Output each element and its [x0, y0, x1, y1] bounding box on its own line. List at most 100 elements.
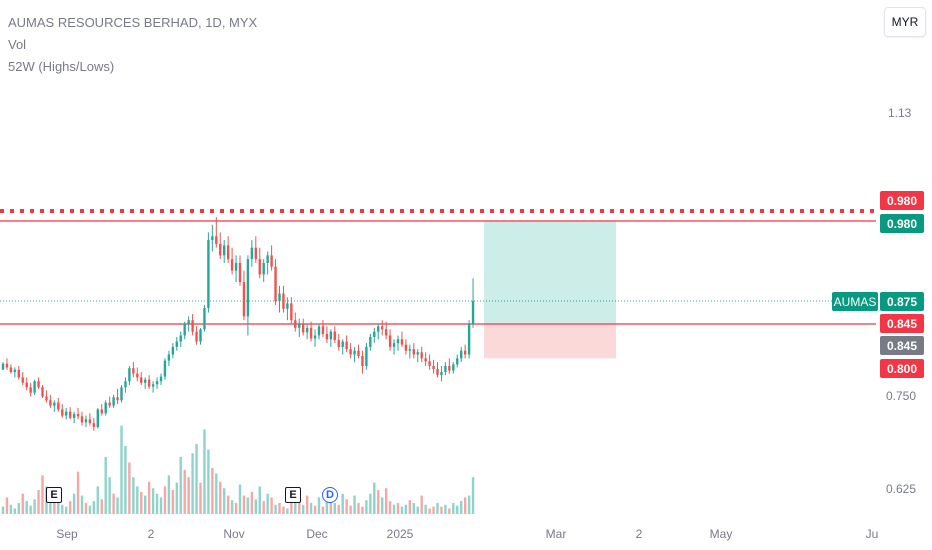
chart-title: AUMAS RESOURCES BERHAD, 1D, MYX [8, 15, 258, 30]
candle-body [179, 335, 182, 342]
earnings-marker[interactable]: E [285, 487, 301, 503]
candle-body [49, 400, 52, 406]
candle-body [128, 368, 131, 382]
volume-bar [108, 477, 111, 514]
volume-bar [96, 486, 99, 514]
volume-bar [373, 482, 376, 514]
candle-body [392, 343, 396, 347]
candle-body [61, 409, 64, 416]
candle-body [25, 382, 28, 388]
candle-body [132, 368, 135, 374]
volume-bar [471, 477, 475, 514]
candle-body [250, 247, 254, 260]
volume-bar [80, 495, 84, 514]
indicator-52w[interactable]: 52W (Highs/Lows) [8, 59, 115, 74]
volume-bar [305, 495, 309, 514]
volume-bar [9, 504, 13, 514]
candle-body [136, 373, 139, 378]
candle-body [151, 384, 155, 387]
volume-bar [17, 502, 20, 514]
volume-bar [167, 475, 171, 514]
candle-body [333, 331, 336, 341]
candle-body [290, 303, 293, 321]
candle-body [302, 324, 305, 333]
candle-body [219, 243, 222, 256]
volume-bar [151, 488, 155, 514]
volume-bar [88, 505, 92, 514]
volume-bar [460, 501, 463, 514]
candle-body [353, 350, 356, 355]
candle-body [329, 331, 333, 340]
volume-bar [436, 502, 439, 514]
candle-body [278, 293, 281, 302]
candle-body [298, 324, 301, 328]
volume-bar [396, 502, 400, 514]
volume-bar [242, 495, 246, 514]
volume-bar [313, 505, 317, 514]
candle-body [215, 236, 218, 244]
candle-body [203, 307, 206, 330]
candle-body [207, 240, 210, 308]
candle-body [369, 336, 372, 347]
volume-bar [72, 493, 76, 514]
volume-bar [100, 499, 103, 514]
candle-body [357, 350, 360, 357]
earnings-marker[interactable]: E [46, 487, 62, 503]
candle-body [436, 369, 439, 376]
candle-body [72, 414, 76, 418]
volume-bar [369, 493, 372, 514]
volume-bar [270, 497, 273, 514]
candle-body [147, 379, 151, 387]
volume-bar [191, 453, 194, 514]
symbol-tag: AUMAS [832, 292, 878, 311]
volume-bar [199, 482, 202, 514]
candle-body [282, 293, 285, 309]
candle-body [448, 365, 451, 371]
candle-body [463, 350, 467, 355]
volume-bar [112, 493, 115, 514]
volume-bar [432, 506, 435, 514]
candle-body [317, 326, 321, 336]
candle-body [17, 369, 20, 378]
volume-bar [349, 505, 352, 514]
y-tick-label: 1.13 [888, 106, 912, 120]
dividend-marker[interactable]: D [322, 487, 338, 503]
volume-bar [211, 468, 214, 514]
candle-body [254, 247, 257, 260]
volume-bar [266, 493, 269, 514]
candle-body [76, 414, 80, 417]
profit-zone [484, 221, 616, 324]
indicator-vol[interactable]: Vol [8, 37, 27, 52]
currency-button[interactable]: MYR [884, 7, 926, 37]
candle-body [144, 379, 147, 383]
volume-bar [238, 484, 242, 514]
price-tag-52w-high: 0.980 [880, 191, 924, 210]
candle-body [471, 301, 475, 324]
volume-bar [120, 425, 123, 514]
volume-bar [179, 456, 182, 514]
candle-body [305, 327, 309, 333]
volume-bar [365, 500, 368, 514]
volume-bar [286, 508, 289, 514]
candle-body [309, 327, 313, 339]
candle-body [424, 358, 427, 362]
candle-body [124, 381, 127, 388]
volume-bar [381, 497, 384, 514]
candle-body [191, 320, 194, 332]
candle-body [294, 320, 297, 328]
price-tag-prev-close: 0.845 [880, 336, 924, 355]
y-tick-label: 0.625 [886, 482, 917, 496]
candle-body [400, 339, 404, 345]
volume-bar [49, 495, 52, 514]
candle-body [345, 341, 348, 350]
volume-bar [440, 506, 443, 514]
volume-bar [33, 499, 36, 514]
x-tick-label: Sep [56, 527, 78, 541]
candle-body [440, 372, 443, 376]
volume-bar [258, 486, 261, 514]
volume-bar [1, 506, 5, 514]
candle-body [274, 266, 277, 302]
candle-body [452, 364, 455, 371]
candle-body [444, 365, 447, 373]
